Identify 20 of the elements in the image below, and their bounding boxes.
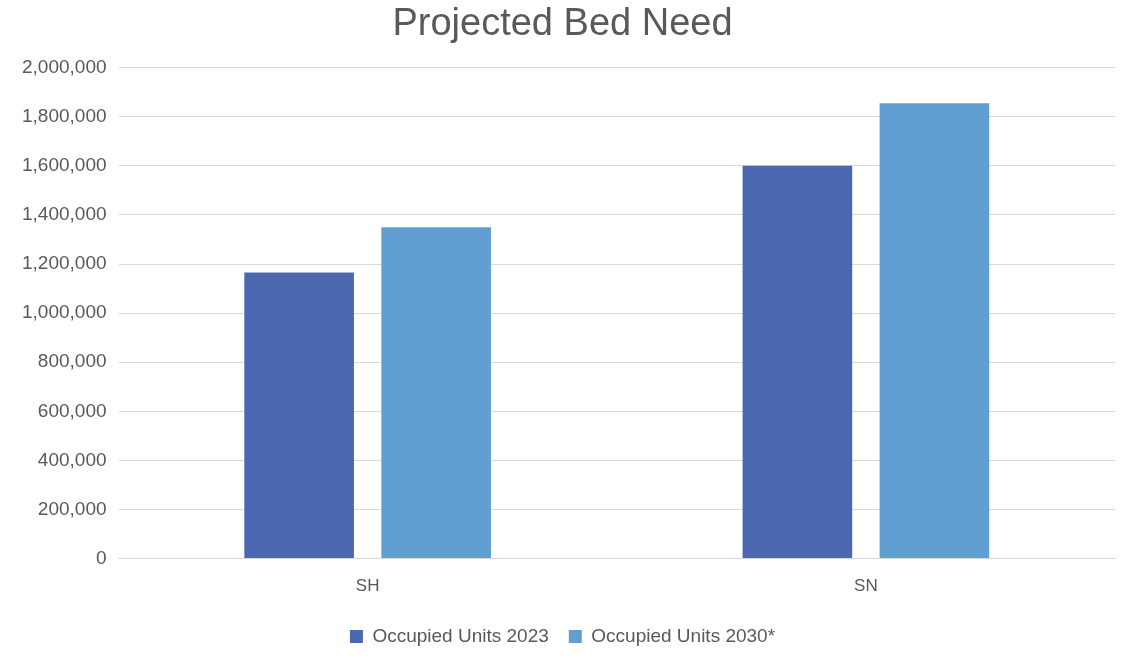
x-tick-label: SN (854, 576, 878, 596)
y-tick-label: 2,000,000 (21, 55, 107, 77)
y-tick-label: 600,000 (37, 399, 107, 421)
y-tick-label: 400,000 (37, 448, 107, 470)
bar (742, 165, 853, 559)
y-tick-label: 1,400,000 (21, 203, 107, 225)
legend-label: Occupied Units 2023 (372, 624, 549, 646)
legend-label: Occupied Units 2030* (591, 624, 776, 646)
bar (879, 103, 990, 559)
chart-title: Projected Bed Need (392, 1, 733, 44)
x-tick-label: SH (355, 576, 380, 596)
y-tick-label: 1,800,000 (21, 104, 107, 126)
bar (244, 272, 354, 559)
bar (381, 227, 491, 559)
y-tick-label: 200,000 (37, 497, 107, 519)
y-tick-label: 1,200,000 (21, 252, 107, 274)
y-tick-label: 0 (95, 546, 107, 568)
y-tick-label: 1,000,000 (21, 301, 107, 323)
y-tick-label: 1,600,000 (21, 154, 107, 176)
y-tick-label: 800,000 (37, 350, 107, 372)
